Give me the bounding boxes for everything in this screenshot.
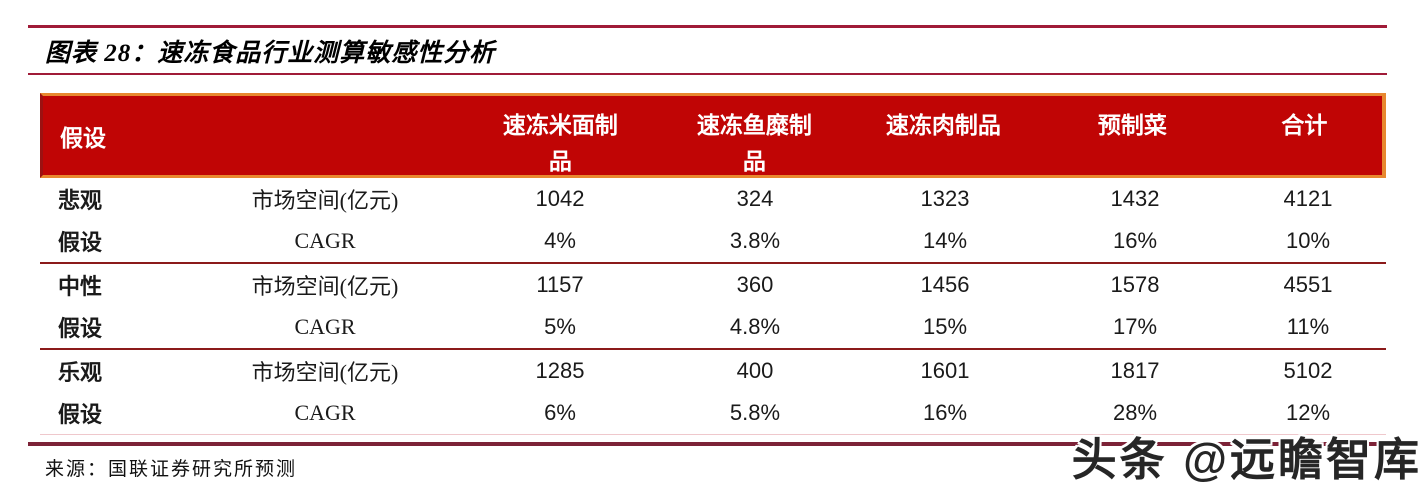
cell-value: 11% <box>1286 314 1330 339</box>
cell-value: 3.8% <box>729 228 781 253</box>
cell-value: 15% <box>922 314 968 339</box>
cell-value: 1323 <box>920 186 970 211</box>
cell-value: 5102 <box>1283 358 1333 383</box>
group-separator-rule <box>40 262 1386 264</box>
group-label-bottom: 假设 <box>58 316 103 341</box>
group-label-bottom: 假设 <box>58 402 103 427</box>
cell-value: 4.8% <box>729 314 781 339</box>
figure-title: 图表 28：速冻食品行业测算敏感性分析 <box>45 40 496 67</box>
table-row: 乐观 市场空间(亿元) 1285 400 1601 1817 5102 <box>40 350 1386 392</box>
header-frozen-meat: 速冻肉制品 <box>885 112 1001 138</box>
group-label-top: 中性 <box>58 274 103 299</box>
table-row: 假设 CAGR 6% 5.8% 16% 28% 12% <box>40 392 1386 434</box>
cell-value: 1817 <box>1110 358 1160 383</box>
group-label-bottom: 假设 <box>58 230 103 255</box>
cell-value: 1432 <box>1110 186 1160 211</box>
cell-value: 6% <box>544 400 576 425</box>
cell-value: 1601 <box>920 358 970 383</box>
group-label-top: 乐观 <box>58 360 103 385</box>
cell-value: 4121 <box>1283 186 1333 211</box>
header-frozen-rice-flour: 速冻米面制 品 <box>502 112 618 174</box>
cell-value: 17% <box>1112 314 1158 339</box>
watermark-toutiao-yuanzhan: 头条 @远瞻智库 <box>1071 434 1422 485</box>
cell-value: 400 <box>736 358 774 383</box>
cell-value: 4% <box>544 228 576 253</box>
cell-value: 4551 <box>1283 272 1333 297</box>
header-prepared-dishes: 预制菜 <box>1097 112 1167 138</box>
cell-metric: CAGR <box>294 400 356 425</box>
cell-value: 28% <box>1112 400 1158 425</box>
cell-value: 1456 <box>920 272 970 297</box>
cell-value: 360 <box>736 272 774 297</box>
cell-value: 14% <box>922 228 968 253</box>
cell-metric: 市场空间(亿元) <box>251 188 399 213</box>
group-separator-rule <box>40 348 1386 350</box>
title-underline-rule <box>28 73 1387 75</box>
header-total: 合计 <box>1281 112 1328 138</box>
cell-value: 1157 <box>536 272 584 297</box>
table-row: 悲观 市场空间(亿元) 1042 324 1323 1432 4121 <box>40 178 1386 220</box>
cell-metric: 市场空间(亿元) <box>251 274 399 299</box>
cell-value: 1578 <box>1110 272 1160 297</box>
cell-value: 5% <box>544 314 576 339</box>
header-assumption: 假设 <box>60 125 106 151</box>
table-row: 中性 市场空间(亿元) 1157 360 1456 1578 4551 <box>40 264 1386 306</box>
header-frozen-surimi: 速冻鱼糜制 品 <box>696 112 812 174</box>
cell-value: 12% <box>1285 400 1331 425</box>
cell-metric: 市场空间(亿元) <box>251 360 399 385</box>
table-row: 假设 CAGR 4% 3.8% 14% 16% 10% <box>40 220 1386 262</box>
cell-value: 324 <box>736 186 774 211</box>
group-label-top: 悲观 <box>58 188 103 213</box>
table-bottom-faint-rule <box>40 434 1386 435</box>
cell-metric: CAGR <box>294 314 356 339</box>
cell-value: 1285 <box>535 358 585 383</box>
source-note: 来源：国联证券研究所预测 <box>45 459 298 480</box>
cell-metric: CAGR <box>294 228 356 253</box>
sensitivity-table: 假设 速冻米面制 品 速冻鱼糜制 品 速冻肉制品 预制菜 合计 悲观 市场空间(… <box>40 93 1386 435</box>
table-row: 假设 CAGR 5% 4.8% 15% 17% 11% <box>40 306 1386 348</box>
header-metric-blank <box>192 96 461 175</box>
table-header-row: 假设 速冻米面制 品 速冻鱼糜制 品 速冻肉制品 预制菜 合计 <box>40 93 1386 178</box>
cell-value: 10% <box>1285 228 1331 253</box>
cell-value: 16% <box>922 400 968 425</box>
top-rule-line <box>28 25 1387 28</box>
bottom-rule-line <box>28 442 1387 446</box>
cell-value: 16% <box>1112 228 1158 253</box>
cell-value: 5.8% <box>729 400 781 425</box>
cell-value: 1042 <box>535 186 585 211</box>
